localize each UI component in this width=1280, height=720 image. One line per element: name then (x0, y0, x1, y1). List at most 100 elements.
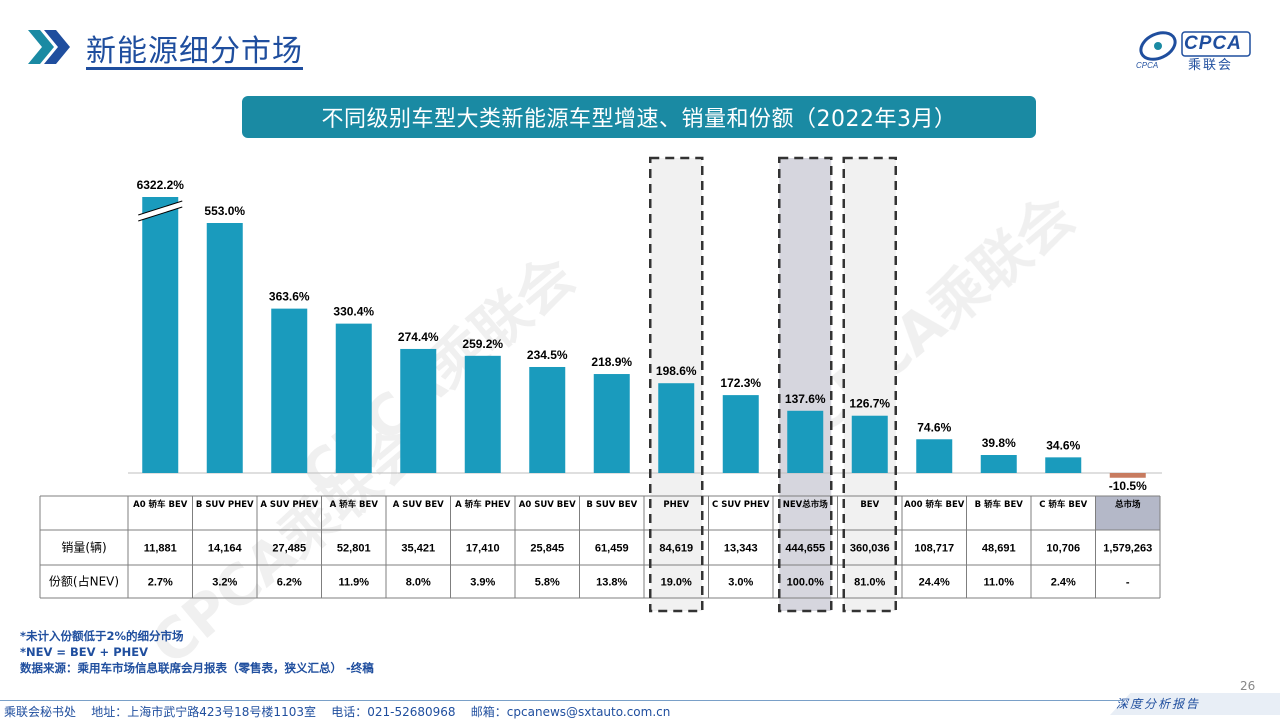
table-sales-cell: 14,164 (208, 543, 243, 555)
table-column-header: C 轿车 BEV (1039, 499, 1087, 510)
footnotes: *未计入份额低于2%的细分市场 *NEV = BEV + PHEV 数据来源：乘… (20, 628, 374, 676)
bar (529, 366, 566, 473)
bar (1045, 457, 1082, 473)
bar (980, 455, 1017, 473)
bar-value-label: -10.5% (1109, 479, 1147, 493)
table-share-cell: 13.8% (596, 577, 627, 589)
bar-value-label: 330.4% (333, 305, 374, 319)
bar-value-label: 198.6% (656, 364, 697, 378)
bar (593, 374, 630, 473)
table-sales-cell: 27,485 (272, 543, 306, 555)
table-share-cell: 2.7% (148, 577, 173, 589)
chevron-icon (28, 30, 70, 64)
bar-value-label: 259.2% (462, 337, 503, 351)
highlight-dashed-border (778, 156, 833, 613)
bar-value-label: 172.3% (720, 376, 761, 390)
highlight-region (779, 158, 832, 611)
bar (142, 197, 179, 473)
table-column-header: A0 轿车 BEV (133, 499, 188, 510)
watermark-text: CPCA乘联会 (789, 183, 1087, 448)
table-share-cell: 8.0% (406, 577, 431, 589)
table-column-header: C SUV PHEV (712, 500, 770, 510)
table-share-cell: 6.2% (277, 577, 302, 589)
page-number: 26 (1240, 679, 1256, 693)
table-share-cell: 3.2% (212, 577, 237, 589)
bar-value-label: 137.6% (785, 392, 826, 406)
table-column-header: NEV总市场 (783, 499, 828, 510)
bar-value-label: 39.8% (982, 436, 1016, 450)
axis-break-mark (138, 201, 183, 221)
table-column-header: B SUV BEV (586, 500, 637, 510)
bar (464, 355, 501, 473)
table-column-header: B 轿车 BEV (975, 499, 1024, 510)
bar-value-label: 34.6% (1046, 438, 1080, 452)
bar-value-label: 126.7% (849, 397, 890, 411)
bar (271, 308, 308, 473)
bar-value-label: 234.5% (527, 348, 568, 362)
table-column-header: A SUV BEV (393, 500, 444, 510)
table-column-header: A00 轿车 BEV (904, 499, 965, 510)
table-column-header: BEV (860, 500, 879, 510)
table-sales-cell: 13,343 (724, 543, 758, 555)
table-sales-cell: 84,619 (659, 543, 693, 555)
table-share-cell: 19.0% (661, 577, 692, 589)
table-share-cell: 11.0% (983, 577, 1014, 589)
table-share-cell: - (1126, 577, 1130, 589)
bar (1109, 473, 1146, 478)
table-share-cell: 2.4% (1051, 577, 1076, 589)
bar (851, 415, 888, 473)
table-row-header: 份额(占NEV) (49, 574, 119, 589)
bar-value-label: 6322.2% (137, 178, 185, 192)
logo-small-text: CPCA (1136, 61, 1159, 70)
table-column-header: A0 SUV BEV (519, 500, 576, 510)
table-sales-cell: 444,655 (785, 543, 825, 555)
footnote-2: *NEV = BEV + PHEV (20, 645, 149, 659)
table-column-header: B SUV PHEV (196, 500, 254, 510)
bar-value-label: 74.6% (917, 420, 951, 434)
cpca-logo-icon (1139, 31, 1251, 61)
table-share-cell: 100.0% (787, 577, 825, 589)
table-sales-cell: 10,706 (1046, 543, 1080, 555)
axis-break-line (138, 200, 183, 216)
bar (206, 223, 243, 473)
footer-tagline: 深度分析报告 (1116, 697, 1201, 711)
bar (916, 439, 953, 473)
table-column-header: A SUV PHEV (260, 500, 318, 510)
footnote-1: *未计入份额低于2%的细分市场 (20, 629, 184, 643)
bar-value-label: 274.4% (398, 330, 439, 344)
table-sales-cell: 17,410 (466, 543, 500, 555)
axis-break-line (138, 206, 183, 222)
table-share-cell: 5.8% (535, 577, 560, 589)
bar (787, 410, 824, 473)
table-column-header: PHEV (663, 500, 689, 510)
table-header-highlight (1095, 496, 1160, 530)
page-title: 新能源细分市场 (86, 34, 303, 69)
bar (658, 383, 695, 473)
table-sales-cell: 61,459 (595, 543, 629, 555)
highlight-region (843, 158, 896, 611)
table-sales-cell: 108,717 (914, 543, 954, 555)
bar-value-label: 363.6% (269, 290, 310, 304)
table-sales-cell: 35,421 (401, 543, 435, 555)
table-sales-cell: 11,881 (144, 543, 177, 555)
table-sales-cell: 25,845 (530, 543, 564, 555)
bar-value-label: 553.0% (204, 204, 245, 218)
logo-subtitle: 乘联会 (1188, 58, 1234, 73)
table-sales-cell: 48,691 (982, 543, 1016, 555)
table-sales-cell: 1,579,263 (1103, 543, 1152, 555)
footnote-3: 数据来源：乘用车市场信息联席会月报表（零售表，狭义汇总） -终稿 (20, 661, 374, 675)
table-sales-cell: 52,801 (337, 543, 371, 555)
highlight-dashed-border (842, 156, 897, 613)
bar (335, 323, 372, 473)
chart-banner-title: 不同级别车型大类新能源车型增速、销量和份额（2022年3月） (242, 96, 1036, 138)
table-share-cell: 11.9% (338, 577, 369, 589)
table-share-cell: 81.0% (854, 577, 885, 589)
footer-divider (0, 700, 1280, 701)
table-column-header: 总市场 (1115, 499, 1141, 510)
bar-value-label: 218.9% (591, 355, 632, 369)
bar (722, 395, 759, 473)
bar (400, 348, 437, 473)
footer-contact: 乘联会秘书处 地址：上海市武宁路423号18号楼1103室 电话：021-526… (4, 705, 671, 719)
highlight-dashed-border (649, 156, 704, 613)
table-column-header: A 轿车 BEV (330, 499, 379, 510)
